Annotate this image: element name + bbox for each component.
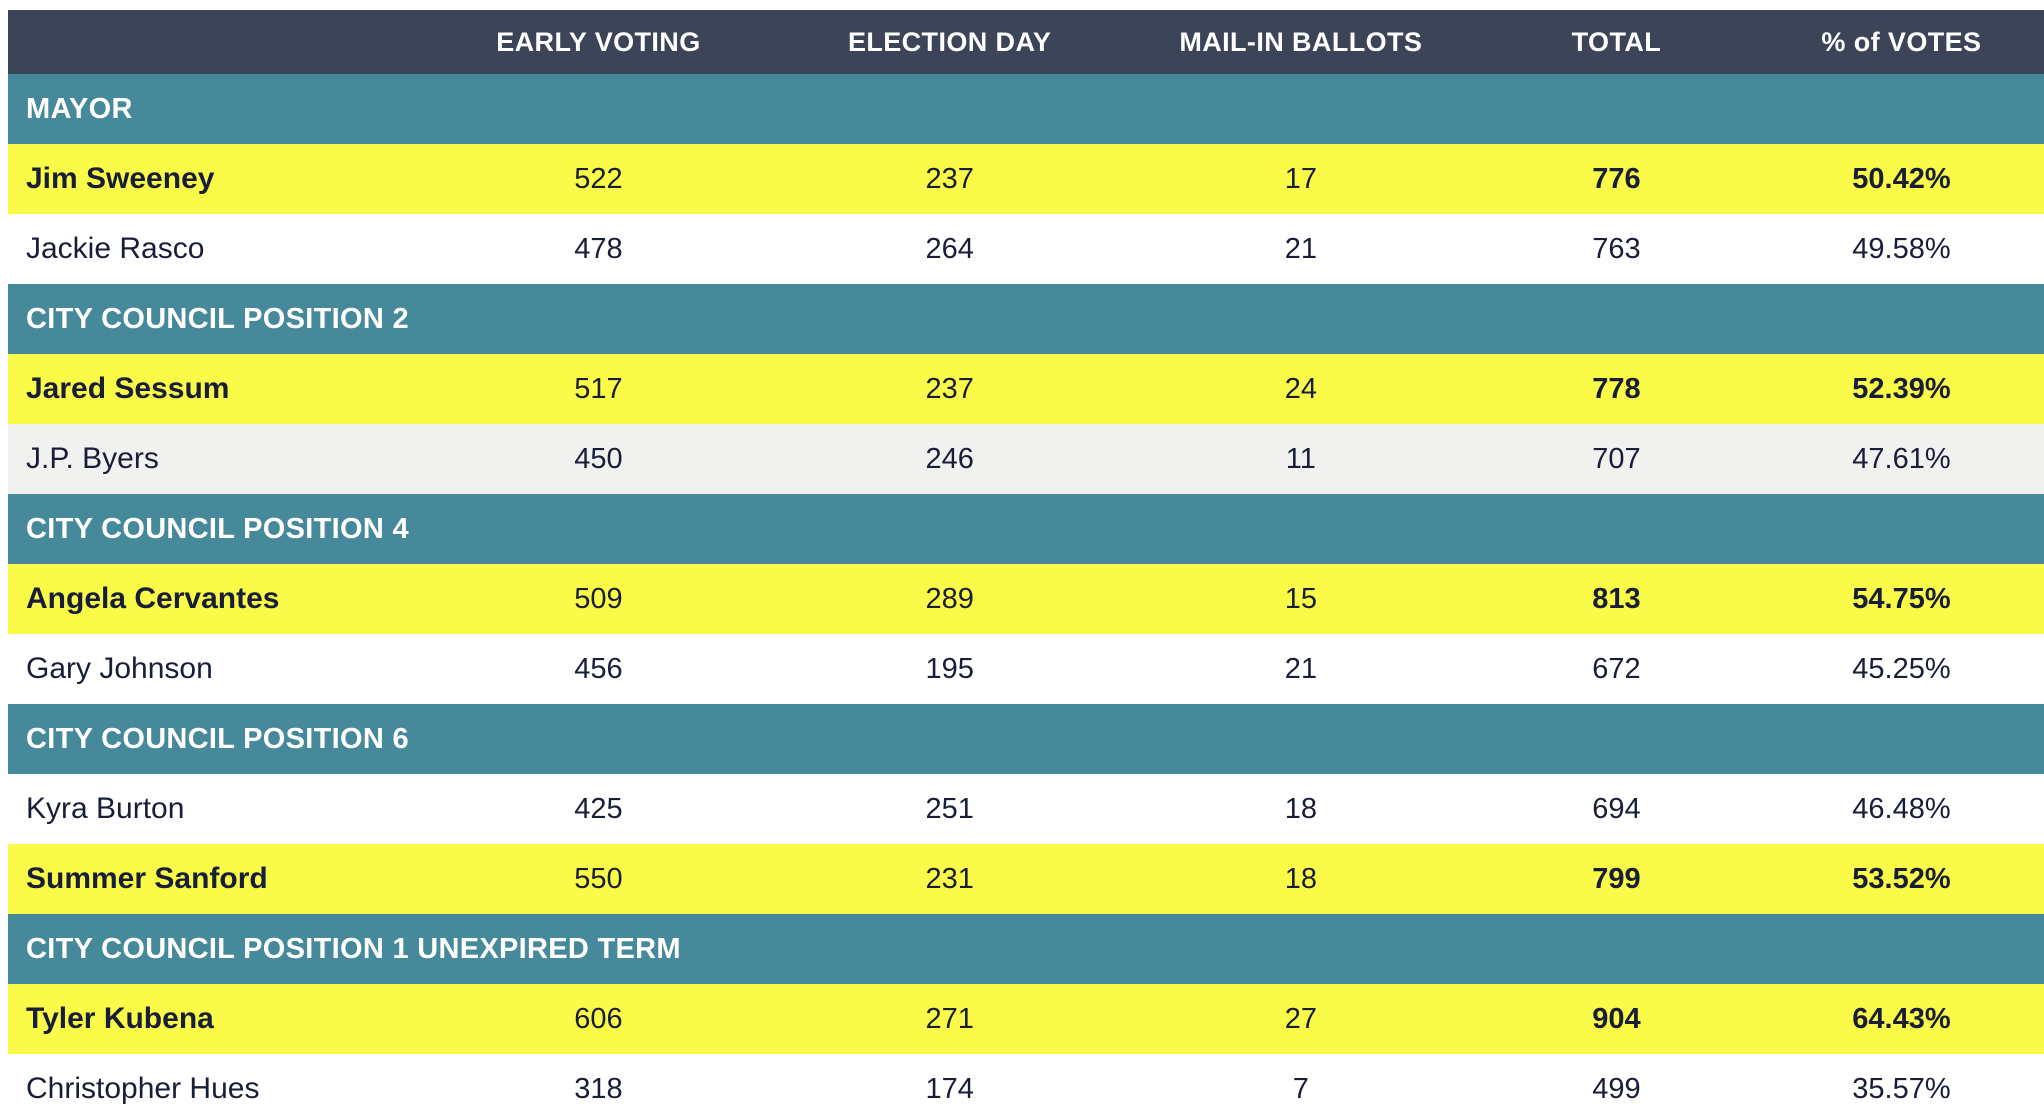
candidate-row: Summer Sanford 550 231 18 799 53.52% <box>8 844 2044 914</box>
total-value: 672 <box>1592 652 1641 685</box>
total-value: 499 <box>1592 1072 1641 1105</box>
candidate-row: Angela Cervantes 509 289 15 813 54.75% <box>8 564 2044 634</box>
candidate-name: Jim Sweeney <box>26 162 215 195</box>
percent-of-votes-value: 52.39% <box>1852 372 1951 405</box>
header-cell-mail-in-ballots: MAIL-IN BALLOTS <box>1179 26 1423 57</box>
percent-of-votes-value: 45.25% <box>1852 652 1951 685</box>
total-value: 813 <box>1592 582 1641 615</box>
mail-in-ballots-value: 18 <box>1284 862 1317 895</box>
header-cell-election-day: ELECTION DAY <box>847 26 1052 57</box>
candidate-name: Jackie Rasco <box>26 232 205 265</box>
percent-of-votes-value: 49.58% <box>1852 232 1951 265</box>
percent-of-votes-value: 46.48% <box>1852 792 1951 825</box>
percent-of-votes-value: 47.61% <box>1852 442 1951 475</box>
election-day-value: 264 <box>925 232 974 265</box>
early-voting-value: 522 <box>574 162 623 195</box>
percent-of-votes-value: 54.75% <box>1852 582 1951 615</box>
percent-of-votes-value: 50.42% <box>1852 162 1951 195</box>
candidate-name: Angela Cervantes <box>26 582 280 615</box>
early-voting-value: 425 <box>574 792 623 825</box>
election-day-value: 237 <box>925 372 974 405</box>
candidate-row: Tyler Kubena 606 271 27 904 64.43% <box>8 984 2044 1054</box>
election-day-value: 237 <box>925 162 974 195</box>
contest-section-title: CITY COUNCIL POSITION 1 UNEXPIRED TERM <box>26 933 681 965</box>
mail-in-ballots-value: 21 <box>1284 652 1317 685</box>
total-value: 799 <box>1592 862 1641 895</box>
early-voting-value: 509 <box>574 582 623 615</box>
election-results-table: EARLY VOTING ELECTION DAY MAIL-IN BALLOTS T… <box>8 10 2044 1112</box>
candidate-name: Summer Sanford <box>26 862 268 895</box>
election-day-value: 289 <box>925 582 974 615</box>
candidate-row: Christopher Hues 318 174 7 499 35.57% <box>8 1054 2044 1112</box>
candidate-name: Tyler Kubena <box>26 1002 214 1035</box>
candidate-name: Christopher Hues <box>26 1072 260 1105</box>
candidate-row: Jim Sweeney 522 237 17 776 50.42% <box>8 144 2044 214</box>
election-day-value: 271 <box>925 1002 974 1035</box>
mail-in-ballots-value: 18 <box>1284 792 1317 825</box>
contest-section-row: CITY COUNCIL POSITION 2 <box>8 284 2044 354</box>
percent-of-votes-value: 53.52% <box>1852 862 1951 895</box>
total-value: 904 <box>1592 1002 1641 1035</box>
contest-section-title: MAYOR <box>26 93 133 125</box>
early-voting-value: 318 <box>574 1072 623 1105</box>
mail-in-ballots-value: 7 <box>1292 1072 1309 1105</box>
header-cell-early-voting: EARLY VOTING <box>496 26 701 57</box>
total-value: 778 <box>1592 372 1641 405</box>
candidate-row: Gary Johnson 456 195 21 672 45.25% <box>8 634 2044 704</box>
early-voting-value: 606 <box>574 1002 623 1035</box>
early-voting-value: 450 <box>574 442 623 475</box>
mail-in-ballots-value: 24 <box>1284 372 1317 405</box>
mail-in-ballots-value: 17 <box>1284 162 1317 195</box>
contest-section-row: CITY COUNCIL POSITION 4 <box>8 494 2044 564</box>
candidate-name: Kyra Burton <box>26 792 185 825</box>
election-day-value: 251 <box>925 792 974 825</box>
contest-section-row: CITY COUNCIL POSITION 1 UNEXPIRED TERM <box>8 914 2044 984</box>
candidate-row: J.P. Byers 450 246 11 707 47.61% <box>8 424 2044 494</box>
contest-section-title: CITY COUNCIL POSITION 4 <box>26 513 409 545</box>
candidate-name: Gary Johnson <box>26 652 213 685</box>
candidate-row: Jackie Rasco 478 264 21 763 49.58% <box>8 214 2044 284</box>
candidate-name: Jared Sessum <box>26 372 230 405</box>
early-voting-value: 456 <box>574 652 623 685</box>
column-header-row: EARLY VOTING ELECTION DAY MAIL-IN BALLOTS T… <box>8 10 2044 74</box>
mail-in-ballots-value: 11 <box>1285 442 1316 475</box>
early-voting-value: 517 <box>574 372 623 405</box>
election-day-value: 231 <box>925 862 974 895</box>
percent-of-votes-value: 64.43% <box>1852 1002 1951 1035</box>
total-value: 763 <box>1592 232 1641 265</box>
contest-section-title: CITY COUNCIL POSITION 2 <box>26 303 409 335</box>
election-day-value: 195 <box>925 652 974 685</box>
mail-in-ballots-value: 21 <box>1284 232 1317 265</box>
candidate-row: Kyra Burton 425 251 18 694 46.48% <box>8 774 2044 844</box>
percent-of-votes-value: 35.57% <box>1852 1072 1951 1105</box>
candidate-row: Jared Sessum 517 237 24 778 52.39% <box>8 354 2044 424</box>
total-value: 694 <box>1592 792 1641 825</box>
early-voting-value: 550 <box>574 862 623 895</box>
early-voting-value: 478 <box>574 232 623 265</box>
header-cell-total: TOTAL <box>1571 26 1662 57</box>
total-value: 707 <box>1592 442 1641 475</box>
contest-section-title: CITY COUNCIL POSITION 6 <box>26 723 409 755</box>
contest-section-row: CITY COUNCIL POSITION 6 <box>8 704 2044 774</box>
header-cell-percent-of-votes: % of VOTES <box>1821 26 1982 57</box>
election-day-value: 174 <box>925 1072 974 1105</box>
total-value: 776 <box>1592 162 1641 195</box>
mail-in-ballots-value: 15 <box>1284 582 1317 615</box>
candidate-name: J.P. Byers <box>26 442 159 475</box>
contest-section-row: MAYOR <box>8 74 2044 144</box>
mail-in-ballots-value: 27 <box>1284 1002 1317 1035</box>
election-day-value: 246 <box>925 442 974 475</box>
